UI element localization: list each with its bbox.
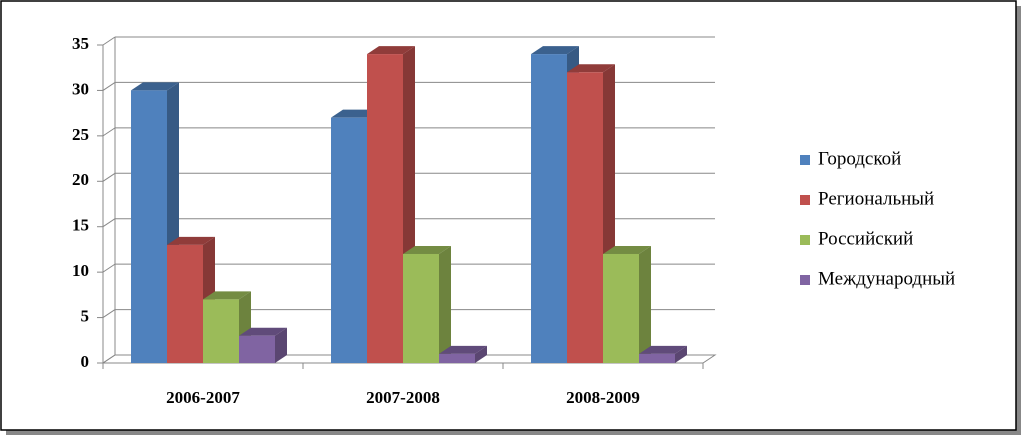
bar-top xyxy=(439,345,487,354)
x-tick-label: 2006-2007 xyxy=(166,388,240,407)
bar xyxy=(567,72,603,363)
bar-top xyxy=(567,64,615,73)
bar xyxy=(367,54,403,363)
y-tick-label: 10 xyxy=(72,261,89,280)
legend-label: Городской xyxy=(818,148,901,169)
bar-top xyxy=(203,291,251,300)
y-tick-label: 5 xyxy=(81,306,90,325)
bar-top xyxy=(603,245,651,254)
grid-diagonal xyxy=(102,354,116,364)
grid-diagonal xyxy=(102,263,116,273)
bar-top xyxy=(403,245,451,254)
bar-top xyxy=(167,236,215,245)
y-tick-label: 15 xyxy=(72,216,89,235)
grid-diagonal xyxy=(102,36,116,46)
bar xyxy=(403,253,439,363)
bar xyxy=(439,353,475,363)
bar xyxy=(239,335,275,363)
grid-diagonal xyxy=(102,309,116,318)
legend-swatch xyxy=(800,195,810,205)
bar-side xyxy=(275,327,287,363)
bar-top xyxy=(639,345,687,354)
y-tick-label: 25 xyxy=(72,125,89,144)
bar xyxy=(167,244,203,363)
y-tick-label: 0 xyxy=(81,352,90,371)
bar xyxy=(331,117,367,363)
bar xyxy=(531,54,567,363)
legend-swatch xyxy=(800,275,810,285)
bar-top xyxy=(531,46,579,55)
legend-label: Международный xyxy=(818,268,955,289)
legend-swatch xyxy=(800,235,810,245)
bar-side xyxy=(675,345,687,363)
x-tick-label: 2007-2008 xyxy=(366,388,440,407)
y-tick-label: 20 xyxy=(72,170,89,189)
legend-label: Российский xyxy=(818,228,913,249)
bar xyxy=(203,299,239,363)
y-tick-label: 35 xyxy=(72,34,89,53)
bar xyxy=(639,353,675,363)
y-tick-label: 30 xyxy=(72,79,89,98)
bar-side xyxy=(639,245,651,363)
grid-diagonal xyxy=(102,82,116,91)
grid-diagonal xyxy=(102,127,116,137)
bar-side xyxy=(475,345,487,363)
bar-top xyxy=(131,82,179,91)
bar xyxy=(131,90,167,363)
bar-top xyxy=(239,327,287,336)
bar-top xyxy=(367,46,415,55)
legend-swatch xyxy=(800,155,810,165)
x-tick-label: 2008-2009 xyxy=(566,388,640,407)
bar xyxy=(603,253,639,363)
legend-label: Региональный xyxy=(818,188,934,209)
bar-side xyxy=(439,245,451,363)
grid-diagonal xyxy=(102,172,116,182)
grid-diagonal xyxy=(102,218,116,228)
